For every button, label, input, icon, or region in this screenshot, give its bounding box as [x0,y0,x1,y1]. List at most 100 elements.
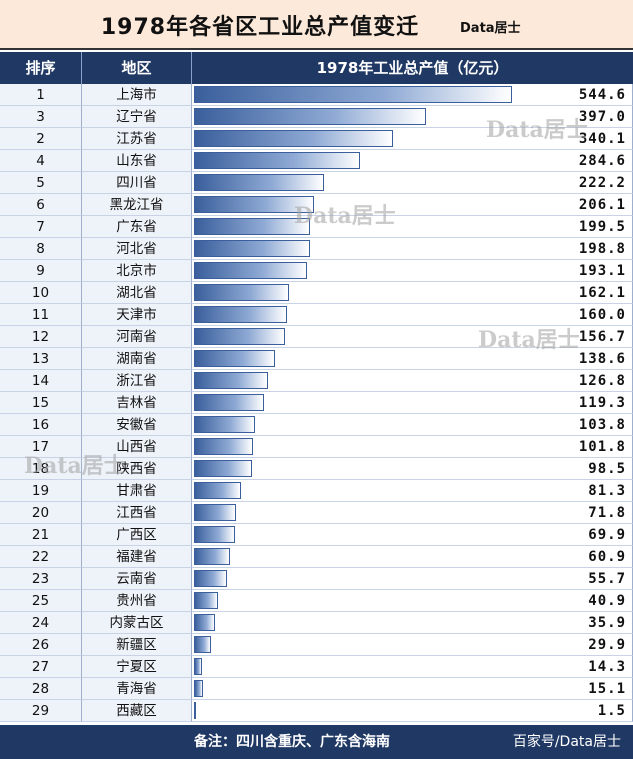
value-cell: 199.5 [192,216,633,238]
value-cell: 284.6 [192,150,633,172]
rank-cell: 2 [0,128,82,150]
value-label: 119.3 [578,395,626,411]
region-cell: 广西区 [82,524,192,546]
rank-cell: 26 [0,634,82,656]
region-cell: 河北省 [82,238,192,260]
value-bar [194,196,315,213]
rank-cell: 10 [0,282,82,304]
value-label: 284.6 [578,153,626,169]
rank-cell: 28 [0,678,82,700]
value-bar [194,416,255,433]
table-row: 29 西藏区 1.5 [0,700,633,722]
value-cell: 126.8 [192,370,633,392]
value-cell: 40.9 [192,590,633,612]
rank-cell: 24 [0,612,82,634]
value-label: 55.7 [588,571,626,587]
value-cell: 206.1 [192,194,633,216]
rank-cell: 5 [0,172,82,194]
rank-cell: 13 [0,348,82,370]
value-label: 193.1 [578,263,626,279]
value-cell: 14.3 [192,656,633,678]
value-label: 544.6 [578,87,626,103]
footer-note: 备注：四川含重庆、广东含海南 [194,734,390,750]
region-cell: 甘肃省 [82,480,192,502]
header-region: 地区 [82,52,192,84]
table-row: 21 广西区 69.9 [0,524,633,546]
value-label: 15.1 [588,681,626,697]
table-row: 14 浙江省 126.8 [0,370,633,392]
region-cell: 湖南省 [82,348,192,370]
value-label: 81.3 [588,483,626,499]
region-cell: 山东省 [82,150,192,172]
value-cell: 1.5 [192,700,633,722]
value-cell: 193.1 [192,260,633,282]
region-cell: 广东省 [82,216,192,238]
value-label: 156.7 [578,329,626,345]
table-row: 23 云南省 55.7 [0,568,633,590]
value-bar [194,658,203,675]
value-label: 199.5 [578,219,626,235]
table-row: 19 甘肃省 81.3 [0,480,633,502]
table-row: 11 天津市 160.0 [0,304,633,326]
value-cell: 222.2 [192,172,633,194]
title-bar: 1978年各省区工业总产值变迁 Data居士 [0,0,633,50]
value-bar [194,130,393,147]
region-cell: 云南省 [82,568,192,590]
value-cell: 55.7 [192,568,633,590]
value-cell: 101.8 [192,436,633,458]
value-cell: 15.1 [192,678,633,700]
table-row: 6 黑龙江省 206.1 [0,194,633,216]
value-cell: 29.9 [192,634,633,656]
rank-cell: 27 [0,656,82,678]
value-label: 198.8 [578,241,626,257]
value-cell: 340.1 [192,128,633,150]
region-cell: 江苏省 [82,128,192,150]
table-row: 15 吉林省 119.3 [0,392,633,414]
table-row: 9 北京市 193.1 [0,260,633,282]
rank-cell: 16 [0,414,82,436]
rank-cell: 18 [0,458,82,480]
value-label: 162.1 [578,285,626,301]
table-row: 13 湖南省 138.6 [0,348,633,370]
rank-cell: 1 [0,84,82,106]
region-cell: 浙江省 [82,370,192,392]
value-cell: 544.6 [192,84,633,106]
region-cell: 辽宁省 [82,106,192,128]
rank-cell: 22 [0,546,82,568]
value-label: 206.1 [578,197,626,213]
value-cell: 98.5 [192,458,633,480]
value-label: 160.0 [578,307,626,323]
value-bar [194,328,286,345]
value-cell: 397.0 [192,106,633,128]
rank-cell: 12 [0,326,82,348]
region-cell: 安徽省 [82,414,192,436]
table-row: 24 内蒙古区 35.9 [0,612,633,634]
value-label: 69.9 [588,527,626,543]
table-row: 27 宁夏区 14.3 [0,656,633,678]
footer: 备注：四川含重庆、广东含海南 百家号/Data居士 [0,725,633,759]
value-cell: 198.8 [192,238,633,260]
value-label: 138.6 [578,351,626,367]
region-cell: 江西省 [82,502,192,524]
value-bar [194,152,361,169]
value-bar [194,482,242,499]
value-bar [194,636,212,653]
table-row: 4 山东省 284.6 [0,150,633,172]
value-bar [194,108,426,125]
value-label: 29.9 [588,637,626,653]
region-cell: 黑龙江省 [82,194,192,216]
table-row: 2 江苏省 340.1 [0,128,633,150]
header-rank: 排序 [0,52,82,84]
value-bar [194,526,235,543]
value-bar [194,702,196,719]
value-bar [194,592,218,609]
value-bar [194,438,254,455]
value-bar [194,394,264,411]
region-cell: 四川省 [82,172,192,194]
value-cell: 160.0 [192,304,633,326]
value-cell: 138.6 [192,348,633,370]
value-bar [194,680,203,697]
region-cell: 山西省 [82,436,192,458]
table-header: 排序 地区 1978年工业总产值（亿元） [0,52,633,84]
value-label: 14.3 [588,659,626,675]
